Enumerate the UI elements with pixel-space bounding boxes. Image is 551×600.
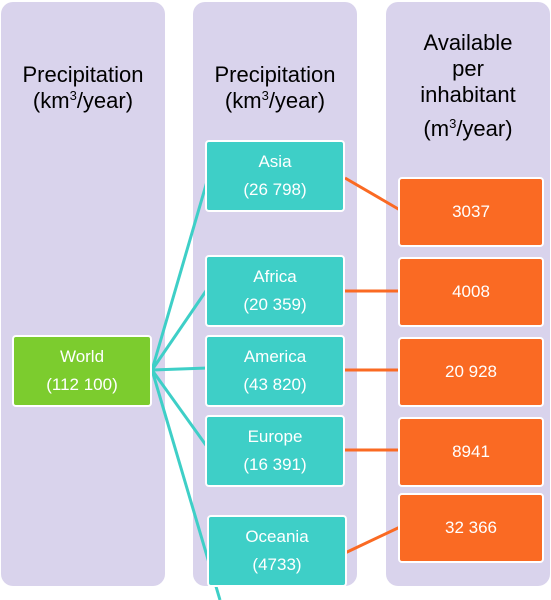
- region-value: (26 798): [243, 180, 307, 199]
- value-box-america: 20 928: [398, 337, 544, 407]
- region-name: Europe: [247, 427, 303, 446]
- region-box-africa: Africa (20 359): [205, 255, 345, 327]
- value-text: 4008: [452, 282, 490, 301]
- value-box-africa: 4008: [398, 257, 544, 327]
- header-line: Available: [423, 30, 513, 55]
- header-unit-sup: 3: [261, 88, 269, 103]
- connector-oceania-value: [344, 525, 401, 555]
- region-name: America: [243, 347, 307, 366]
- header-unit-pre: (km: [224, 88, 262, 113]
- header-unit-post: /year): [456, 116, 513, 141]
- connector-world-america: [151, 366, 209, 372]
- connector-asia-value: [344, 176, 401, 212]
- world-name: World: [59, 347, 105, 366]
- region-name: Oceania: [245, 527, 309, 546]
- region-value: (43 820): [243, 375, 307, 394]
- world-value: (112 100): [46, 375, 118, 394]
- connector-world-africa: [150, 287, 210, 371]
- header-unit: (m3/year): [386, 116, 550, 142]
- region-box-america: America (43 820): [205, 335, 345, 407]
- world-box: World (112 100): [12, 335, 152, 407]
- region-name: Africa: [253, 267, 297, 286]
- header-unit-post: /year): [268, 88, 326, 113]
- header-unit-sup: 3: [69, 88, 77, 103]
- header-unit-sup: 3: [449, 116, 457, 131]
- region-box-oceania: Oceania (4733): [207, 515, 347, 587]
- value-box-oceania: 32 366: [398, 493, 544, 563]
- region-value: (16 391): [243, 455, 307, 474]
- header-unit: (km3/year): [1, 88, 165, 114]
- region-value: (4733): [252, 555, 302, 574]
- column-header-world: Precipitation (km3/year): [1, 62, 165, 114]
- region-box-europe: Europe (16 391): [205, 415, 345, 487]
- value-text: 20 928: [445, 362, 497, 381]
- header-unit-pre: (m: [423, 116, 450, 141]
- header-unit-post: /year): [76, 88, 134, 113]
- header-line: per: [452, 56, 484, 81]
- header-line: inhabitant: [420, 82, 516, 107]
- column-header-per-inhabitant: Available per inhabitant (m3/year): [386, 30, 550, 142]
- region-value: (20 359): [243, 295, 307, 314]
- header-unit: (km3/year): [193, 88, 357, 114]
- header-line: Precipitation: [214, 62, 336, 87]
- connector-world-europe: [150, 369, 210, 449]
- column-world-precipitation: Precipitation (km3/year): [1, 2, 165, 586]
- value-box-europe: 8941: [398, 417, 544, 487]
- value-text: 3037: [452, 202, 490, 221]
- column-header-region: Precipitation (km3/year): [193, 62, 357, 114]
- header-line: Precipitation: [22, 62, 144, 87]
- region-box-asia: Asia (26 798): [205, 140, 345, 212]
- header-unit-pre: (km: [32, 88, 70, 113]
- value-text: 8941: [452, 442, 490, 461]
- region-name: Asia: [258, 152, 292, 171]
- value-box-asia: 3037: [398, 177, 544, 247]
- value-text: 32 366: [445, 518, 497, 537]
- connector-world-asia: [150, 177, 210, 371]
